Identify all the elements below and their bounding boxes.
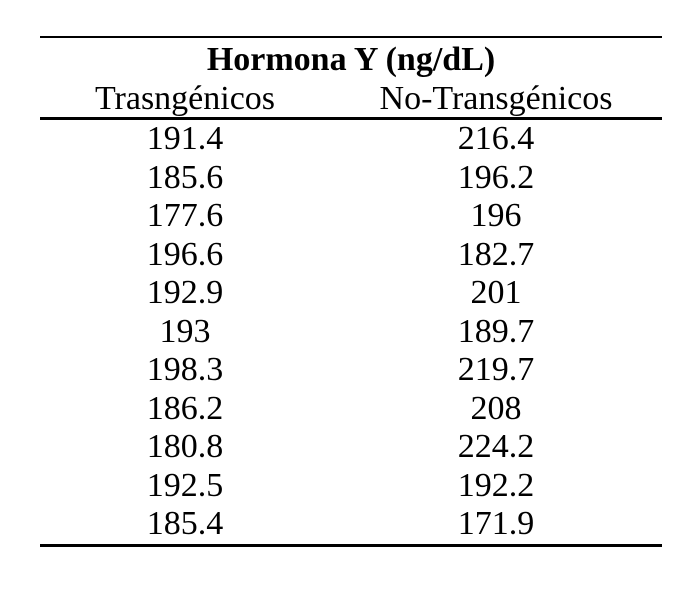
table-body: 191.4 216.4 185.6 196.2 177.6 196 196.6 … [40, 119, 663, 547]
table-header-row: Trasngénicos No-Transgénicos [40, 82, 663, 120]
table-head: Hormona Y (ng/dL) Trasngénicos No-Transg… [40, 37, 663, 120]
table-cell: 191.4 [146, 120, 224, 157]
hormone-data-table: Hormona Y (ng/dL) Trasngénicos No-Transg… [40, 36, 663, 547]
table-row: 192.5 192.2 [40, 467, 662, 506]
table-cell: 192.2 [457, 466, 535, 504]
table-cell: 182.7 [457, 235, 535, 273]
table-cell: 224.2 [457, 428, 535, 465]
table-row: 193 189.7 [40, 313, 662, 352]
table-row: 185.4 171.9 [40, 505, 663, 547]
table-cell: 196 [470, 197, 522, 234]
table-cell: 208 [470, 389, 522, 427]
table-cell: 185.4 [40, 505, 330, 547]
table-row: 186.2 208 [40, 390, 662, 429]
table-row: 196.6 182.7 [40, 236, 662, 275]
table-cell: 196.6 [146, 235, 224, 273]
table-cell: 198.3 [146, 351, 224, 388]
table-cell: 171.9 [330, 505, 663, 547]
table-row: 185.6 196.2 [40, 159, 662, 198]
table-row: 191.4 216.4 [40, 119, 662, 159]
column-header-transgenicos: Trasngénicos [40, 82, 330, 120]
table-row: 198.3 219.7 [40, 351, 662, 390]
table-cell: 216.4 [457, 120, 535, 157]
table-title-row: Hormona Y (ng/dL) [40, 37, 662, 82]
table-cell: 186.2 [146, 389, 224, 427]
table-row: 177.6 196 [40, 197, 662, 236]
table-cell: 219.7 [457, 351, 535, 388]
table-cell: 201 [470, 274, 522, 311]
table-cell: 189.7 [457, 312, 535, 350]
table-cell: 177.6 [146, 197, 224, 234]
table-row: 192.9 201 [40, 274, 662, 313]
table-cell: 192.9 [146, 274, 224, 311]
table-cell: 192.5 [146, 466, 224, 504]
column-header-no-transgenicos: No-Transgénicos [330, 82, 663, 120]
table-cell: 180.8 [146, 428, 224, 465]
table-title: Hormona Y (ng/dL) [206, 41, 496, 78]
table-cell: 196.2 [457, 158, 535, 196]
table-cell: 193 [159, 312, 211, 350]
table-cell: 185.6 [146, 158, 224, 196]
table-row: 180.8 224.2 [40, 428, 662, 467]
